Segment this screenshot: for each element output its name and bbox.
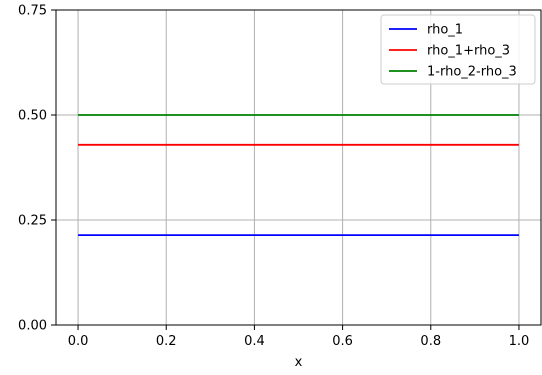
x-tick-label: 0.2 <box>156 334 177 349</box>
x-tick-label: 0.0 <box>68 334 89 349</box>
x-tick-label: 0.4 <box>244 334 265 349</box>
legend-label: rho_1+rho_3 <box>427 44 510 59</box>
x-tick-label: 1.0 <box>509 334 530 349</box>
legend-label: 1-rho_2-rho_3 <box>427 65 517 80</box>
x-axis-ticks: 0.0 0.2 0.4 0.6 0.8 1.0 <box>68 325 530 349</box>
legend: rho_1 rho_1+rho_3 1-rho_2-rho_3 <box>381 15 535 84</box>
series-lines <box>78 115 519 235</box>
x-axis-label: x <box>295 355 303 370</box>
y-tick-label: 0.00 <box>18 319 47 334</box>
x-tick-label: 0.8 <box>420 334 441 349</box>
legend-label: rho_1 <box>427 23 463 38</box>
y-axis-ticks: 0.00 0.25 0.50 0.75 <box>18 4 56 334</box>
y-tick-label: 0.50 <box>18 109 47 124</box>
y-tick-label: 0.25 <box>18 214 47 229</box>
x-tick-label: 0.6 <box>332 334 353 349</box>
y-tick-label: 0.75 <box>18 4 47 19</box>
